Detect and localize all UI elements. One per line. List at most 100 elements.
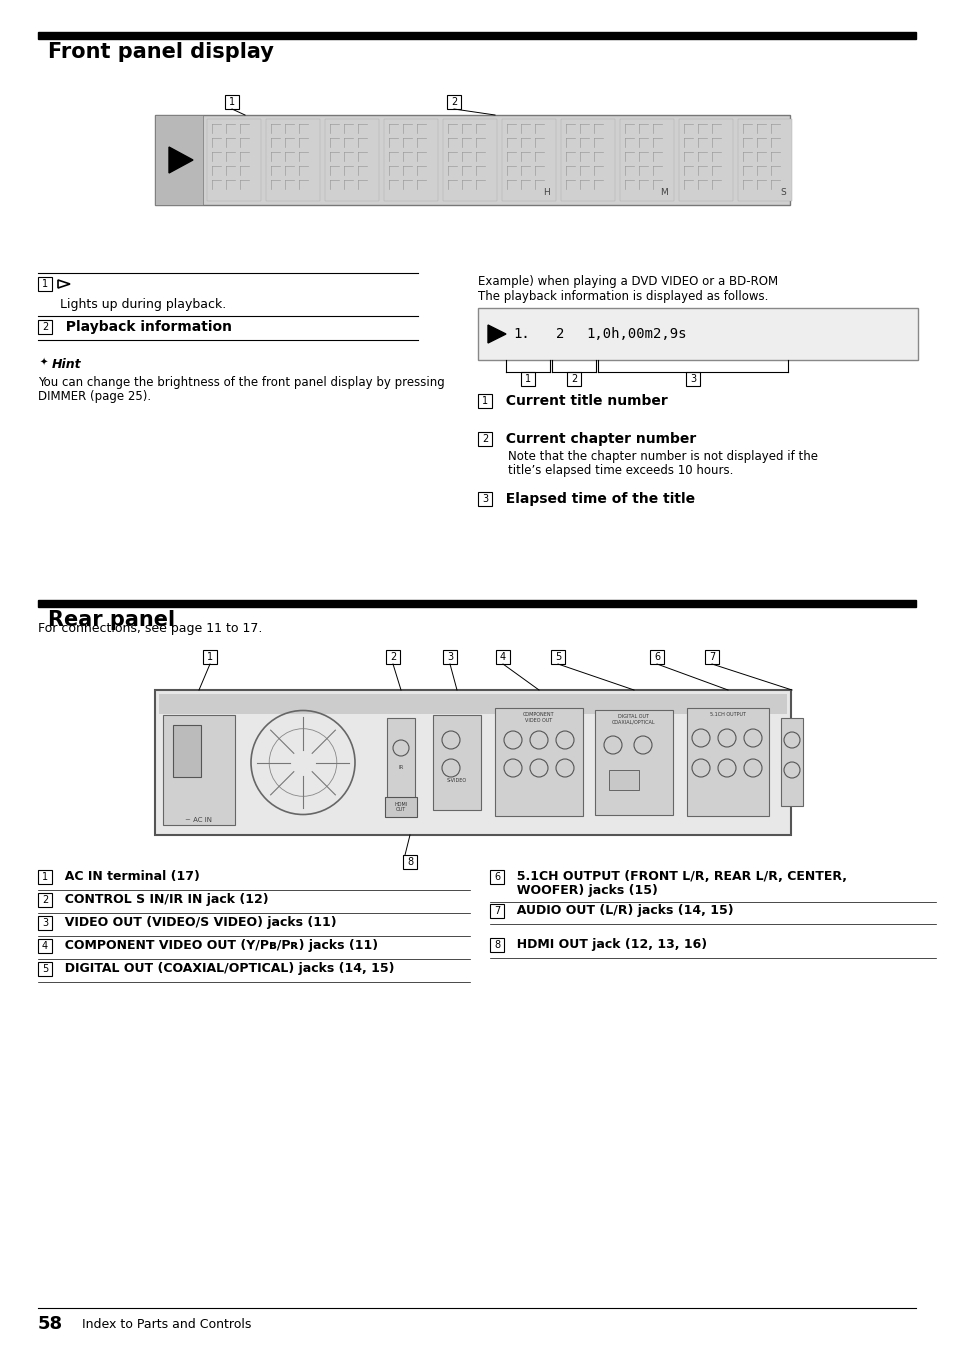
Text: Elapsed time of the title: Elapsed time of the title: [496, 492, 695, 507]
Bar: [38, 893, 52, 907]
Text: Rear panel: Rear panel: [48, 611, 175, 630]
Text: Current chapter number: Current chapter number: [496, 432, 696, 446]
Bar: [495, 708, 582, 816]
Text: 1: 1: [524, 374, 531, 384]
Text: 2: 2: [556, 327, 564, 340]
Bar: [447, 95, 460, 109]
Bar: [386, 650, 399, 663]
Text: 3: 3: [42, 917, 48, 928]
Bar: [266, 119, 319, 201]
Text: 5.1CH OUTPUT: 5.1CH OUTPUT: [709, 712, 745, 717]
Text: 2: 2: [570, 374, 577, 384]
Text: 8: 8: [494, 940, 499, 950]
Bar: [477, 492, 492, 507]
Text: AUDIO OUT (L/R) jacks (14, 15): AUDIO OUT (L/R) jacks (14, 15): [507, 904, 733, 917]
Text: DIGITAL OUT
COAXIAL/OPTICAL: DIGITAL OUT COAXIAL/OPTICAL: [612, 713, 655, 724]
Text: Note that the chapter number is not displayed if the: Note that the chapter number is not disp…: [507, 450, 817, 463]
Text: 2: 2: [390, 653, 395, 662]
Text: 3: 3: [481, 494, 488, 504]
Text: 1: 1: [229, 97, 234, 107]
Text: DIGITAL OUT (COAXIAL/OPTICAL) jacks (14, 15): DIGITAL OUT (COAXIAL/OPTICAL) jacks (14,…: [56, 962, 395, 975]
Bar: [38, 870, 52, 884]
Bar: [402, 855, 416, 869]
Text: COMPONENT VIDEO OUT (Y/Pʙ/Pʀ) jacks (11): COMPONENT VIDEO OUT (Y/Pʙ/Pʀ) jacks (11): [56, 939, 377, 952]
Text: 6: 6: [653, 653, 659, 662]
Text: 1: 1: [42, 280, 48, 289]
Text: 2: 2: [42, 322, 48, 332]
Bar: [172, 725, 201, 777]
Text: 7: 7: [494, 907, 499, 916]
Text: For connections, see page 11 to 17.: For connections, see page 11 to 17.: [38, 621, 262, 635]
Bar: [225, 95, 239, 109]
Bar: [38, 939, 52, 952]
Bar: [704, 650, 719, 663]
Text: 4: 4: [42, 942, 48, 951]
Bar: [490, 904, 503, 917]
Text: 58: 58: [38, 1315, 63, 1333]
Bar: [433, 715, 480, 811]
Text: title’s elapsed time exceeds 10 hours.: title’s elapsed time exceeds 10 hours.: [507, 463, 733, 477]
Text: M: M: [659, 188, 667, 197]
Text: 2: 2: [451, 97, 456, 107]
Bar: [685, 372, 700, 386]
Bar: [442, 119, 497, 201]
Text: HDMI
OUT: HDMI OUT: [394, 801, 407, 812]
Bar: [477, 394, 492, 408]
Bar: [738, 119, 791, 201]
Bar: [686, 708, 768, 816]
Text: DIMMER (page 25).: DIMMER (page 25).: [38, 390, 151, 403]
Text: Playback information: Playback information: [56, 320, 232, 334]
Text: 6: 6: [494, 871, 499, 882]
Text: ✦: ✦: [40, 358, 48, 367]
Text: 1: 1: [481, 396, 488, 407]
Text: 7: 7: [708, 653, 715, 662]
Bar: [154, 115, 203, 205]
Bar: [501, 119, 556, 201]
Text: AC IN terminal (17): AC IN terminal (17): [56, 870, 200, 884]
Text: Lights up during playback.: Lights up during playback.: [60, 299, 226, 311]
Text: 3: 3: [446, 653, 453, 662]
Text: Example) when playing a DVD VIDEO or a BD-ROM: Example) when playing a DVD VIDEO or a B…: [477, 276, 778, 288]
Bar: [595, 711, 672, 815]
Bar: [560, 119, 615, 201]
Text: 1,0h,00m2,9s: 1,0h,00m2,9s: [585, 327, 686, 340]
Bar: [159, 694, 786, 713]
Bar: [387, 717, 415, 808]
Bar: [477, 308, 917, 359]
Text: 1: 1: [42, 871, 48, 882]
Bar: [520, 372, 535, 386]
Bar: [649, 650, 663, 663]
Bar: [163, 715, 234, 825]
Text: Hint: Hint: [52, 358, 82, 372]
Bar: [551, 650, 564, 663]
Text: IR: IR: [398, 765, 403, 770]
Bar: [385, 797, 416, 817]
Text: COMPONENT
VIDEO OUT: COMPONENT VIDEO OUT: [522, 712, 555, 723]
Polygon shape: [169, 147, 193, 173]
Bar: [38, 32, 915, 39]
Bar: [38, 916, 52, 929]
Text: 5: 5: [555, 653, 560, 662]
Text: H: H: [542, 188, 550, 197]
Text: S: S: [780, 188, 785, 197]
Text: Current title number: Current title number: [496, 394, 667, 408]
Text: The playback information is displayed as follows.: The playback information is displayed as…: [477, 290, 767, 303]
Polygon shape: [488, 326, 505, 343]
Text: 3: 3: [689, 374, 696, 384]
Bar: [566, 372, 580, 386]
Bar: [608, 770, 639, 790]
Bar: [207, 119, 261, 201]
Text: You can change the brightness of the front panel display by pressing: You can change the brightness of the fro…: [38, 376, 444, 389]
Bar: [490, 938, 503, 952]
Text: WOOFER) jacks (15): WOOFER) jacks (15): [507, 884, 658, 897]
Text: 8: 8: [407, 857, 413, 867]
Bar: [325, 119, 378, 201]
Text: 5.1CH OUTPUT (FRONT L/R, REAR L/R, CENTER,: 5.1CH OUTPUT (FRONT L/R, REAR L/R, CENTE…: [507, 870, 846, 884]
Bar: [38, 600, 915, 607]
Bar: [781, 717, 802, 807]
Bar: [38, 320, 52, 334]
Text: 2: 2: [42, 894, 48, 905]
Bar: [38, 962, 52, 975]
Bar: [384, 119, 437, 201]
Text: 1.: 1.: [513, 327, 529, 340]
